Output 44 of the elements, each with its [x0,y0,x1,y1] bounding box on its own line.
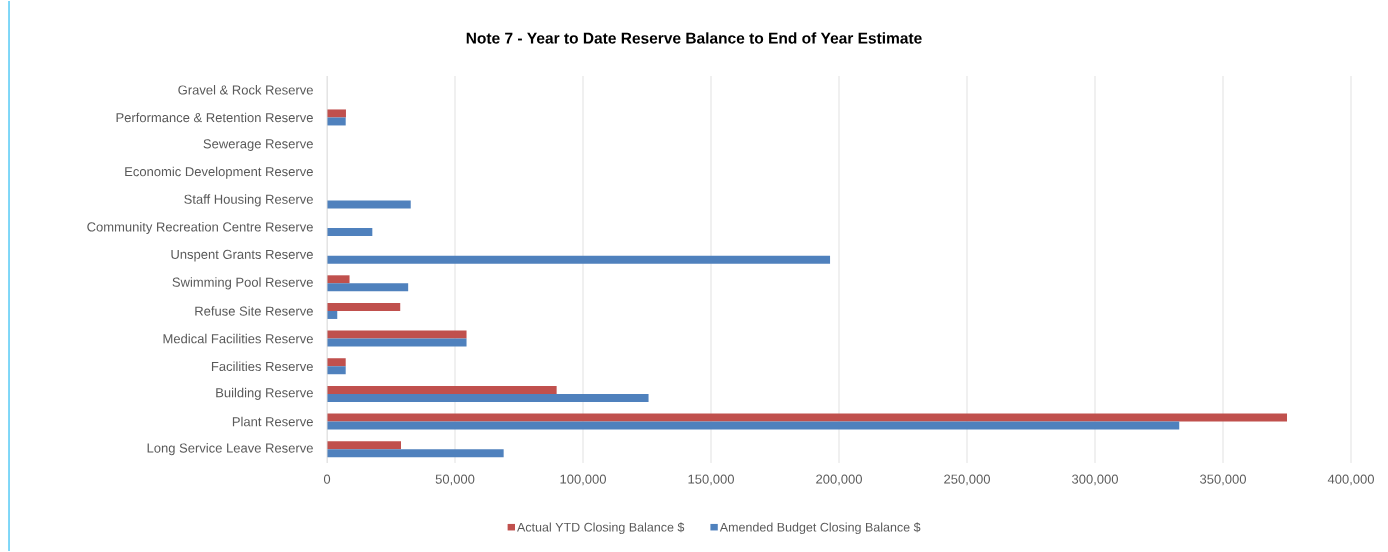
bar [327,200,411,209]
bar [327,449,504,458]
legend-label: Actual YTD Closing Balance $ [517,522,685,535]
chart-title: Note 7 - Year to Date Reserve Balance to End of Year Estimate [466,32,922,44]
bar [327,385,557,394]
bar [327,109,346,118]
legend-label: Amended Budget Closing Balance $ [719,522,921,535]
bar [327,283,409,292]
x-tick-label: 200,000 [816,474,862,486]
bar [327,366,346,375]
bar [327,413,1288,422]
bar [327,228,373,237]
y-tick-label: Refuse Site Reserve [195,306,313,316]
x-tick-label: 350,000 [1200,474,1246,486]
y-tick-label: Economic Development Reserve [125,166,313,179]
bar [327,421,1180,430]
bar [327,117,346,126]
y-tick-label: Plant Reserve [232,416,313,427]
x-tick-label: 250,000 [944,474,990,486]
x-tick-label: 50,000 [435,474,475,486]
bar [327,302,401,311]
x-tick-label: 300,000 [1072,474,1118,486]
bar [327,255,831,264]
y-tick-label: Performance & Retention Reserve [116,112,313,123]
x-tick-label: 150,000 [688,474,734,486]
bar [327,330,467,339]
y-tick-label: Medical Facilities Reserve [163,333,313,344]
y-tick-label: Community Recreation Centre Reserve [87,221,313,235]
y-tick-label: Staff Housing Reserve [184,194,313,207]
bar [327,338,467,347]
x-tick-label: 0 [323,474,331,484]
y-tick-label: Building Reserve [216,387,313,400]
x-tick-label: 400,000 [1327,474,1374,486]
y-tick-label: Gravel & Rock Reserve [178,85,313,95]
y-tick-label: Swimming Pool Reserve [172,277,313,290]
x-tick-label: 100,000 [560,474,606,486]
y-tick-label: Long Service Leave Reserve [147,443,313,456]
bar [327,275,350,284]
y-tick-label: Sewerage Reserve [203,139,313,151]
y-tick-label: Facilities Reserve [211,361,313,372]
bar [327,358,346,367]
bar [327,441,401,450]
bar [327,393,649,402]
y-tick-label: Unspent Grants Reserve [171,249,313,262]
